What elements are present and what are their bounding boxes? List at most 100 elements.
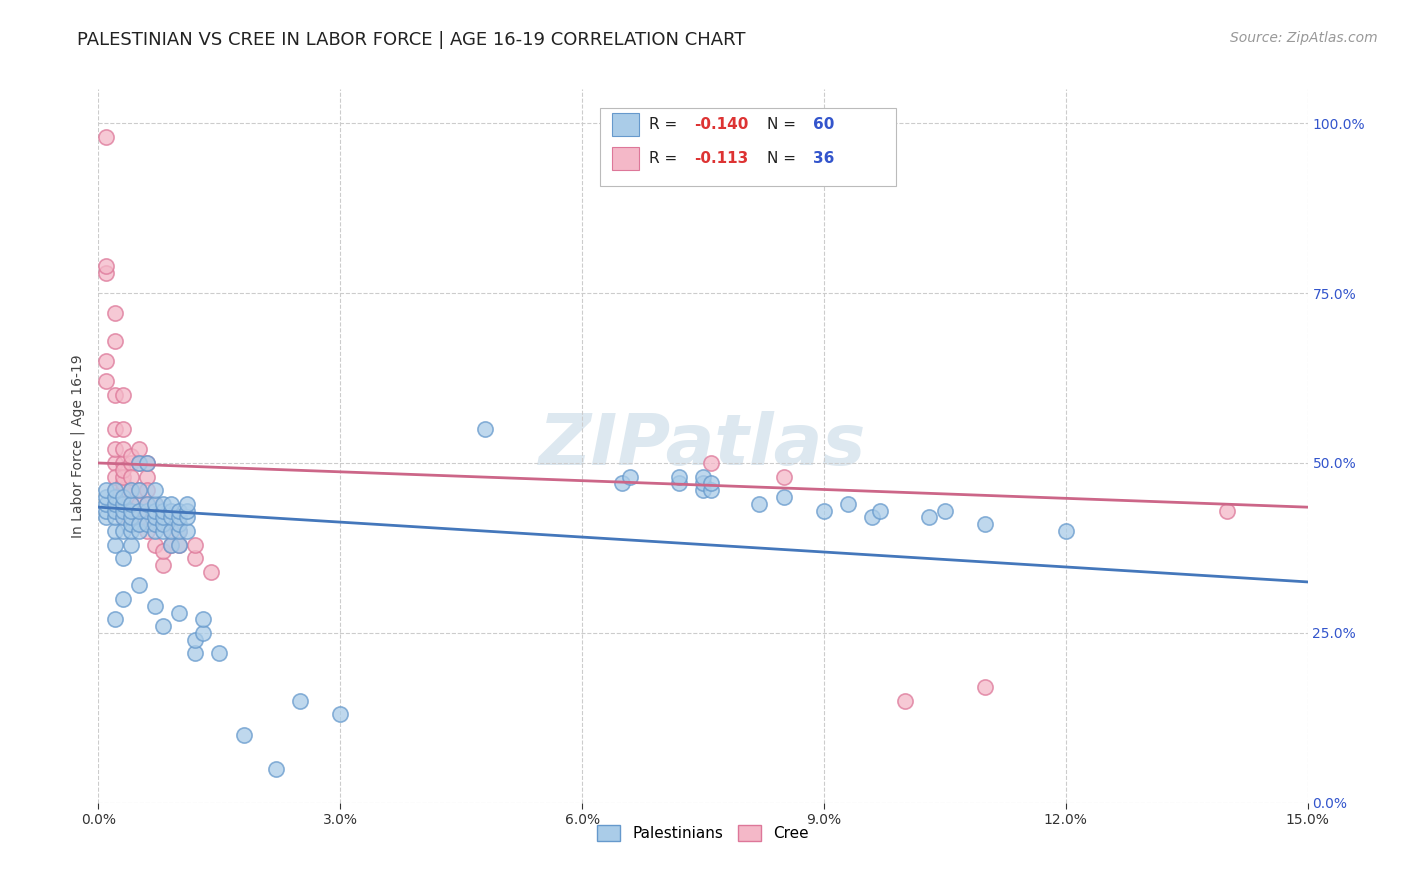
Point — [143, 517, 166, 532]
Point — [143, 503, 166, 517]
Point — [692, 483, 714, 498]
Point — [128, 483, 150, 498]
Point — [700, 483, 723, 498]
Point — [120, 537, 142, 551]
Point — [474, 422, 496, 436]
Point — [152, 517, 174, 532]
Point — [111, 591, 134, 606]
Point — [120, 510, 142, 524]
Point — [120, 483, 142, 498]
Point — [974, 517, 997, 532]
Point — [167, 537, 190, 551]
Point — [111, 469, 134, 483]
Point — [96, 129, 118, 144]
Point — [135, 456, 157, 470]
Point — [128, 503, 150, 517]
Point — [232, 728, 254, 742]
Point — [103, 490, 125, 504]
Point — [120, 517, 142, 532]
Point — [700, 476, 723, 491]
Point — [135, 497, 157, 511]
Point — [111, 463, 134, 477]
Point — [96, 266, 118, 280]
Point — [167, 503, 190, 517]
Point — [128, 442, 150, 457]
Point — [193, 626, 215, 640]
Point — [111, 476, 134, 491]
Point — [135, 517, 157, 532]
Point — [143, 510, 166, 524]
Point — [120, 510, 142, 524]
Point — [103, 537, 125, 551]
Point — [111, 510, 134, 524]
Point — [135, 483, 157, 498]
Text: N =: N = — [768, 117, 801, 132]
Point — [96, 503, 118, 517]
Point — [152, 619, 174, 633]
Point — [200, 565, 222, 579]
Point — [111, 497, 134, 511]
Point — [135, 497, 157, 511]
Point — [160, 537, 183, 551]
Point — [160, 524, 183, 538]
Point — [143, 497, 166, 511]
Point — [120, 524, 142, 538]
Point — [184, 646, 207, 660]
Text: -0.113: -0.113 — [695, 151, 749, 166]
Point — [135, 503, 157, 517]
Point — [813, 503, 835, 517]
Point — [103, 483, 125, 498]
Point — [128, 578, 150, 592]
Point — [103, 422, 125, 436]
Point — [152, 497, 174, 511]
Point — [143, 497, 166, 511]
Point — [111, 524, 134, 538]
Point — [103, 524, 125, 538]
Point — [1216, 503, 1239, 517]
Point — [103, 497, 125, 511]
Point — [176, 497, 198, 511]
Point — [748, 497, 770, 511]
Legend: Palestinians, Cree: Palestinians, Cree — [589, 817, 817, 848]
Point — [860, 510, 883, 524]
Point — [692, 469, 714, 483]
Point — [120, 497, 142, 511]
Text: Source: ZipAtlas.com: Source: ZipAtlas.com — [1230, 31, 1378, 45]
Point — [184, 632, 207, 647]
Point — [111, 456, 134, 470]
Point — [103, 510, 125, 524]
Point — [103, 456, 125, 470]
Point — [176, 503, 198, 517]
Text: R =: R = — [648, 117, 682, 132]
Point — [934, 503, 956, 517]
Point — [120, 497, 142, 511]
Point — [96, 490, 118, 504]
FancyBboxPatch shape — [613, 147, 638, 169]
Point — [103, 612, 125, 626]
Point — [143, 537, 166, 551]
Point — [160, 510, 183, 524]
Point — [111, 510, 134, 524]
Y-axis label: In Labor Force | Age 16-19: In Labor Force | Age 16-19 — [70, 354, 86, 538]
Point — [120, 469, 142, 483]
Point — [103, 334, 125, 348]
Point — [128, 510, 150, 524]
Point — [152, 510, 174, 524]
Point — [167, 510, 190, 524]
Point — [120, 449, 142, 463]
Point — [176, 524, 198, 538]
Point — [96, 510, 118, 524]
FancyBboxPatch shape — [613, 112, 638, 136]
Point — [152, 558, 174, 572]
Point — [135, 469, 157, 483]
Point — [160, 497, 183, 511]
Text: PALESTINIAN VS CREE IN LABOR FORCE | AGE 16-19 CORRELATION CHART: PALESTINIAN VS CREE IN LABOR FORCE | AGE… — [77, 31, 745, 49]
Point — [264, 762, 287, 776]
Point — [152, 544, 174, 558]
Point — [111, 442, 134, 457]
Point — [869, 503, 891, 517]
Point — [103, 469, 125, 483]
Point — [111, 490, 134, 504]
Point — [288, 694, 311, 708]
Point — [128, 517, 150, 532]
